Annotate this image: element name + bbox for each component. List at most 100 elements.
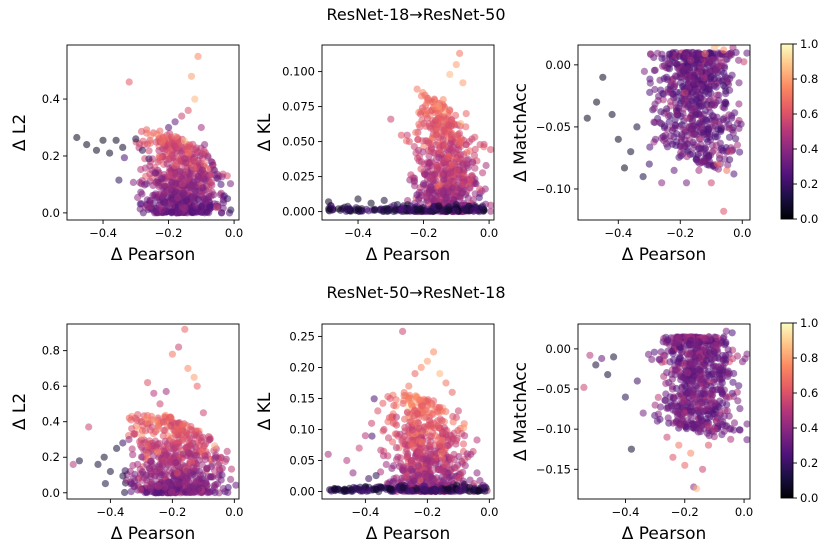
scatter-point bbox=[392, 396, 400, 404]
scatter-point bbox=[663, 404, 671, 412]
x-tick-label: −0.4 bbox=[89, 226, 117, 240]
scatter-point bbox=[610, 353, 618, 361]
scatter-point bbox=[136, 441, 145, 449]
scatter-point bbox=[651, 85, 659, 94]
scatter-point bbox=[416, 396, 424, 404]
scatter-point bbox=[199, 184, 207, 192]
scatter-point bbox=[137, 188, 145, 196]
scatter-point bbox=[665, 419, 673, 427]
scatter-point bbox=[155, 147, 163, 155]
scatter-point bbox=[405, 138, 413, 146]
title-bottom-source: ResNet-50 bbox=[327, 283, 410, 302]
scatter-point bbox=[657, 108, 665, 116]
scatter-point bbox=[151, 169, 160, 177]
scatter-point bbox=[119, 472, 127, 480]
scatter-point bbox=[688, 97, 696, 105]
scatter-point bbox=[658, 54, 666, 63]
scatter-point bbox=[472, 180, 480, 188]
scatter-point bbox=[101, 480, 109, 488]
scatter-point bbox=[455, 137, 463, 146]
x-axis-label: Δ Pearson bbox=[111, 524, 196, 544]
scatter-point bbox=[391, 206, 399, 214]
scatter-point bbox=[445, 121, 453, 130]
scatter-point bbox=[729, 355, 737, 363]
scatter-point bbox=[162, 387, 170, 396]
scatter-point bbox=[211, 442, 219, 450]
scatter-point bbox=[713, 133, 721, 141]
scatter-point bbox=[427, 145, 436, 153]
scatter-point bbox=[146, 426, 154, 434]
scatter-point bbox=[407, 401, 416, 409]
scatter-point bbox=[456, 49, 464, 58]
scatter-point bbox=[689, 150, 697, 158]
scatter-point bbox=[452, 207, 460, 215]
scatter-point bbox=[141, 203, 149, 211]
scatter-point bbox=[365, 475, 373, 483]
scatter-point bbox=[735, 100, 743, 108]
scatter-point bbox=[675, 441, 683, 449]
scatter-point bbox=[212, 453, 220, 461]
colorbar-tick-label: 1.0 bbox=[800, 316, 818, 330]
scatter-point bbox=[704, 138, 712, 146]
scatter-point bbox=[167, 414, 175, 422]
scatter-point bbox=[131, 470, 139, 478]
y-axis-label: Δ MatchAcc bbox=[511, 83, 531, 182]
scatter-point bbox=[481, 185, 489, 193]
scatter-point bbox=[449, 412, 457, 421]
scatter-points bbox=[73, 52, 235, 217]
title-top-target: ResNet-50 bbox=[423, 5, 506, 24]
scatter-point bbox=[184, 449, 192, 457]
scatter-point bbox=[681, 100, 689, 108]
scatter-point bbox=[487, 207, 494, 215]
scatter-point bbox=[156, 400, 164, 408]
scatter-point bbox=[167, 434, 175, 443]
scatter-point bbox=[125, 435, 133, 444]
scatter-point bbox=[137, 486, 145, 494]
scatter-point bbox=[434, 466, 442, 474]
scatter-point bbox=[372, 472, 380, 480]
colorbar-tick-label: 0.0 bbox=[800, 212, 818, 226]
scatter-point bbox=[599, 73, 607, 81]
x-tick-label: −0.4 bbox=[611, 505, 639, 519]
scatter-point bbox=[421, 170, 429, 178]
scatter-point bbox=[633, 377, 641, 385]
scatter-point bbox=[716, 409, 724, 417]
scatter-point bbox=[427, 124, 435, 132]
y-tick-label: 0.10 bbox=[289, 422, 315, 436]
scatter-point bbox=[174, 194, 182, 202]
scatter-point bbox=[728, 329, 736, 337]
scatter-point bbox=[447, 169, 455, 177]
scatter-point bbox=[165, 155, 173, 163]
scatter-point bbox=[119, 439, 127, 447]
scatter-point bbox=[426, 174, 434, 182]
scatter-point bbox=[664, 336, 672, 344]
scatter-point bbox=[682, 49, 690, 57]
scatter-point bbox=[471, 164, 479, 172]
scatter-point bbox=[429, 475, 438, 484]
y-tick-label: 0.2 bbox=[42, 450, 60, 464]
scatter-point bbox=[707, 73, 715, 81]
scatter-point bbox=[459, 440, 468, 448]
scatter-point bbox=[706, 349, 714, 357]
scatter-point bbox=[136, 200, 144, 208]
scatter-point bbox=[204, 152, 212, 160]
scatter-point bbox=[75, 457, 83, 465]
x-tick-label: −0.4 bbox=[604, 226, 632, 240]
scatter-point bbox=[644, 350, 653, 358]
scatter-point bbox=[479, 481, 487, 489]
scatter-point bbox=[120, 154, 128, 162]
scatter-point bbox=[125, 414, 133, 422]
scatter-point bbox=[224, 483, 232, 492]
scatter-point bbox=[420, 485, 428, 493]
scatter-point bbox=[207, 463, 215, 471]
scatter-point bbox=[422, 455, 430, 463]
scatter-point bbox=[441, 461, 449, 469]
scatter-point bbox=[717, 146, 725, 154]
scatter-point bbox=[580, 383, 588, 391]
y-tick-label: 0.15 bbox=[289, 391, 315, 405]
scatter-point bbox=[736, 426, 744, 434]
scatter-point bbox=[741, 355, 749, 363]
y-axis-label: Δ L2 bbox=[10, 393, 30, 430]
scatter-point bbox=[162, 457, 170, 465]
scatter-point bbox=[663, 76, 672, 84]
